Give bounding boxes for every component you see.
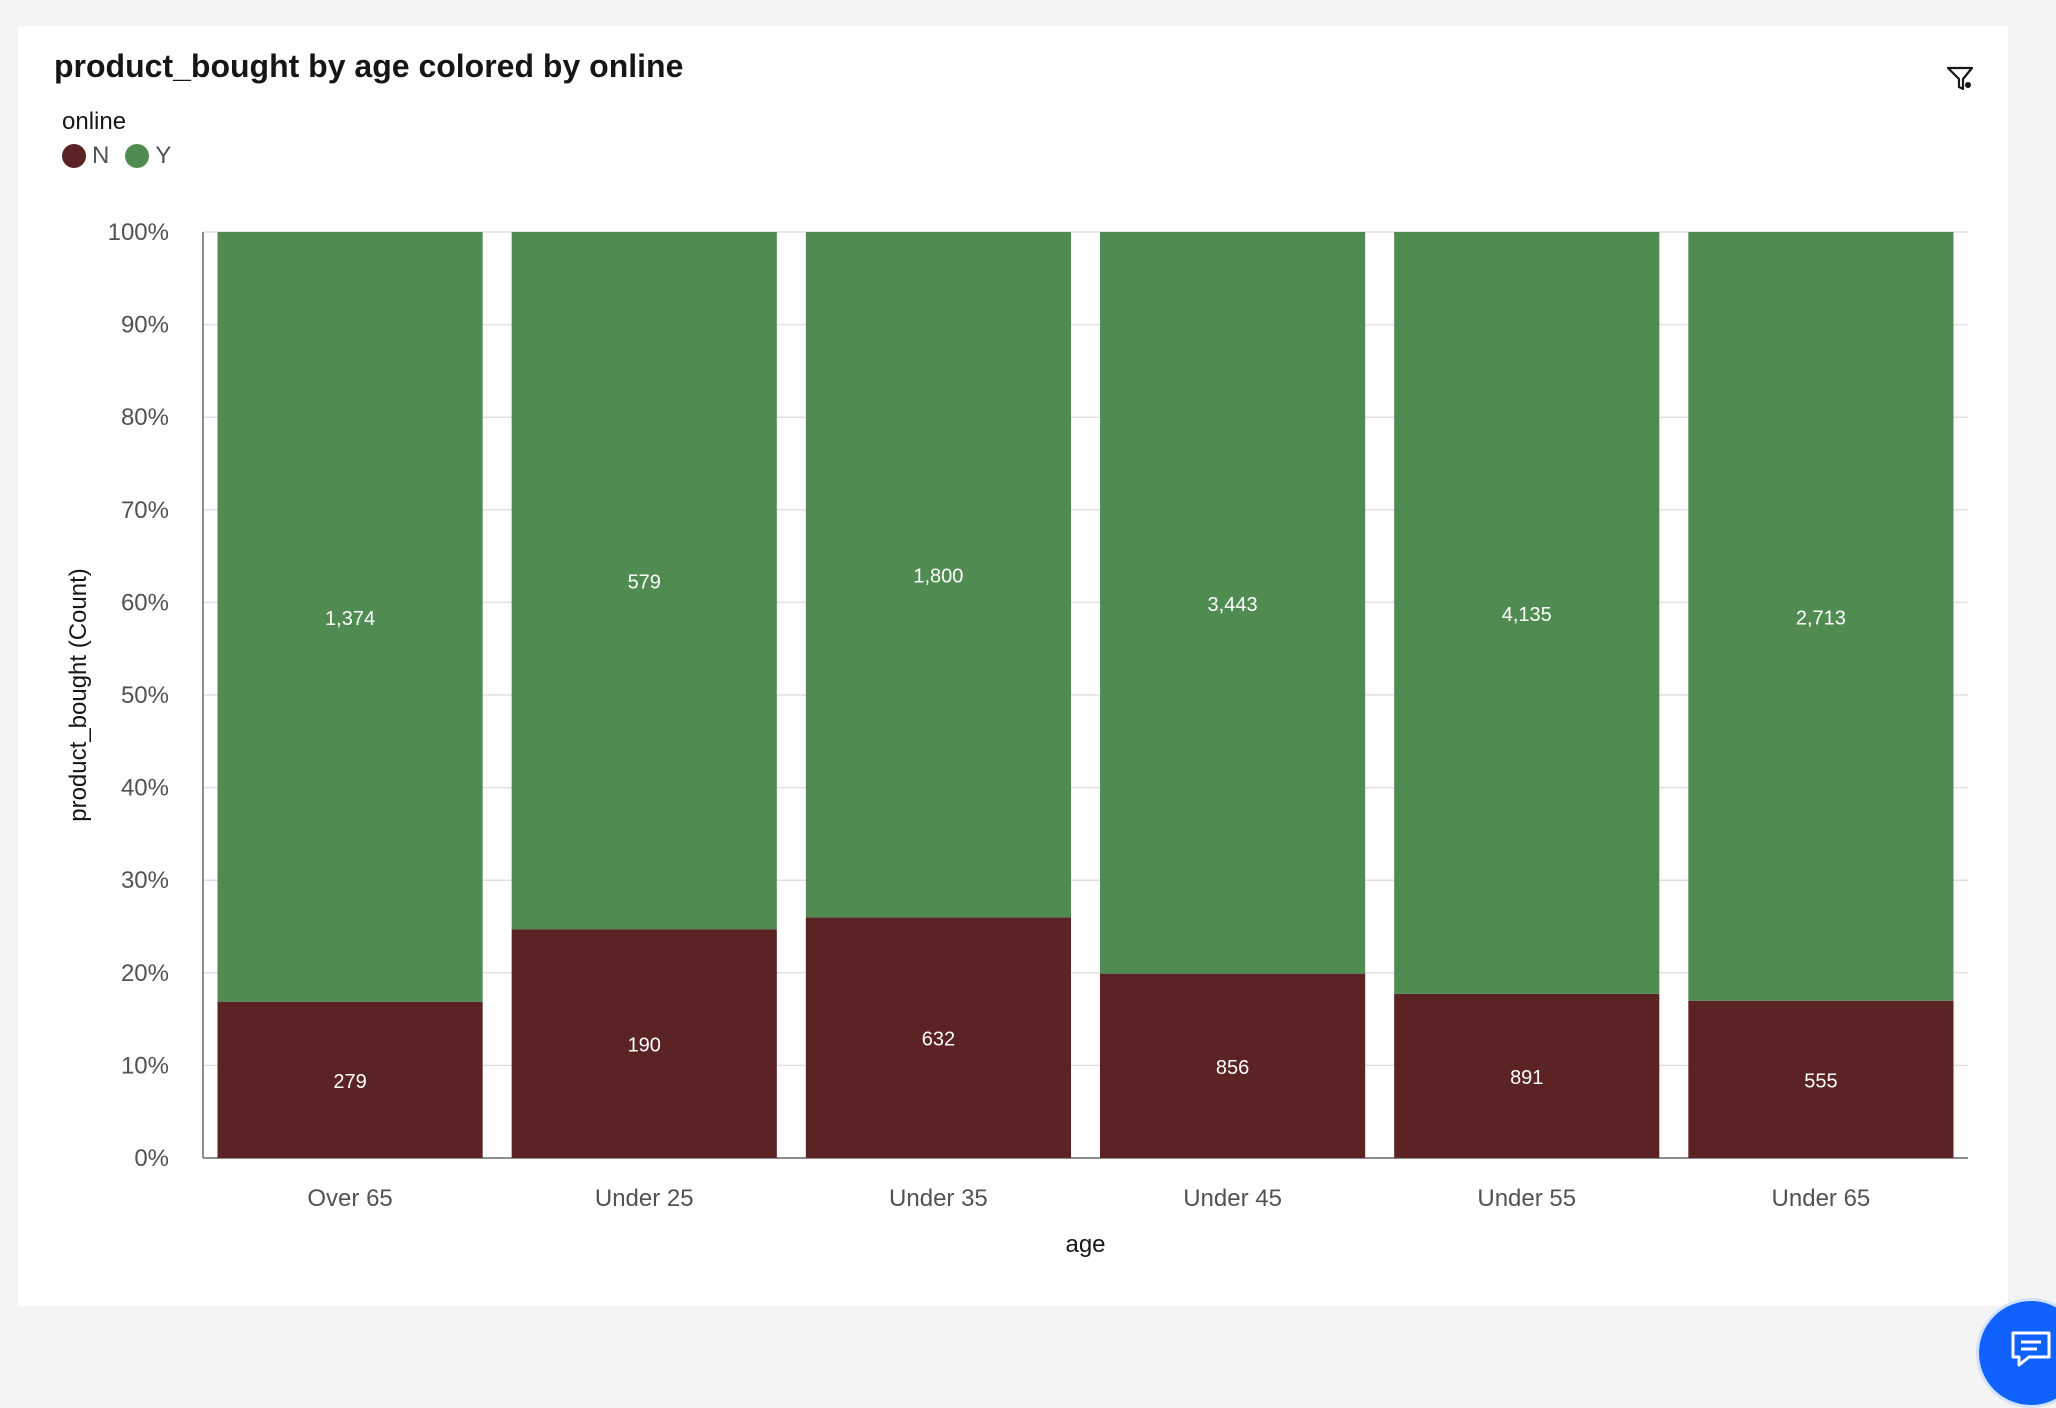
legend: N Y	[62, 142, 187, 170]
data-label: 3,443	[1208, 594, 1258, 616]
x-tick-label: Under 35	[889, 1185, 988, 1212]
y-tick-label: 80%	[121, 404, 169, 431]
bar-segment-n	[511, 929, 777, 1158]
y-tick-label: 30%	[121, 867, 169, 894]
legend-item-y[interactable]: Y	[125, 142, 171, 170]
y-tick-label: 50%	[121, 682, 169, 709]
filter-button[interactable]	[1941, 58, 1981, 98]
data-label: 891	[1510, 1067, 1543, 1089]
x-axis-title: age	[1065, 1231, 1105, 1258]
x-tick-label: Under 25	[595, 1185, 694, 1212]
legend-label-n: N	[92, 142, 110, 169]
chat-icon	[2011, 1331, 2051, 1367]
stacked-bar-chart: 0% 10% 20% 30% 40% 50% 60% 70% 80% 90% 100% 279 1,37…	[65, 219, 1968, 1258]
x-tick-label: Over 65	[307, 1185, 392, 1212]
data-label: 2,713	[1796, 607, 1846, 629]
y-tick-label: 70%	[121, 497, 169, 524]
y-tick-label: 40%	[121, 775, 169, 802]
data-label: 579	[628, 572, 661, 594]
legend-swatch-n	[62, 144, 86, 168]
filter-icon	[1946, 66, 1974, 91]
bar-segment-y	[1100, 232, 1366, 974]
bar-segment-y	[1688, 232, 1954, 1001]
y-tick-label: 60%	[121, 589, 169, 616]
data-label: 632	[922, 1029, 955, 1051]
data-label: 1,374	[325, 608, 375, 630]
chat-button[interactable]	[1976, 1298, 2056, 1408]
bar-segment-y	[1394, 232, 1660, 994]
data-label: 1,800	[913, 566, 963, 588]
legend-item-n[interactable]: N	[62, 142, 109, 170]
y-axis-title: product_bought (Count)	[65, 568, 92, 822]
x-tick-label: Under 45	[1183, 1185, 1282, 1212]
legend-label-y: Y	[155, 142, 172, 169]
bar-segment-n	[805, 917, 1071, 1158]
data-label: 190	[628, 1035, 661, 1057]
bar-segment-y	[511, 232, 777, 930]
chart-card: product_bought by age colored by online …	[18, 26, 2008, 1306]
data-label: 856	[1216, 1057, 1249, 1079]
bar-segment-y	[217, 232, 483, 1002]
bar-segment-y	[805, 232, 1071, 918]
y-tick-label: 0%	[134, 1145, 169, 1172]
bar-segment-n	[217, 1001, 483, 1158]
data-label: 279	[333, 1071, 366, 1093]
bar-segment-n	[1688, 1000, 1954, 1158]
legend-title: online	[62, 108, 127, 135]
x-tick-label: Under 55	[1477, 1185, 1576, 1212]
x-tick-label: Under 65	[1772, 1185, 1871, 1212]
data-label: 555	[1804, 1070, 1837, 1092]
y-tick-label: 90%	[121, 312, 169, 339]
legend-swatch-y	[125, 144, 150, 168]
chart-title: product_bought by age colored by online	[54, 48, 684, 84]
bar-segment-n	[1100, 973, 1366, 1158]
bar-segment-n	[1394, 993, 1660, 1158]
y-tick-label: 10%	[121, 1052, 169, 1079]
data-label: 4,135	[1502, 604, 1552, 626]
y-tick-label: 20%	[121, 960, 169, 987]
y-tick-label: 100%	[108, 219, 169, 246]
